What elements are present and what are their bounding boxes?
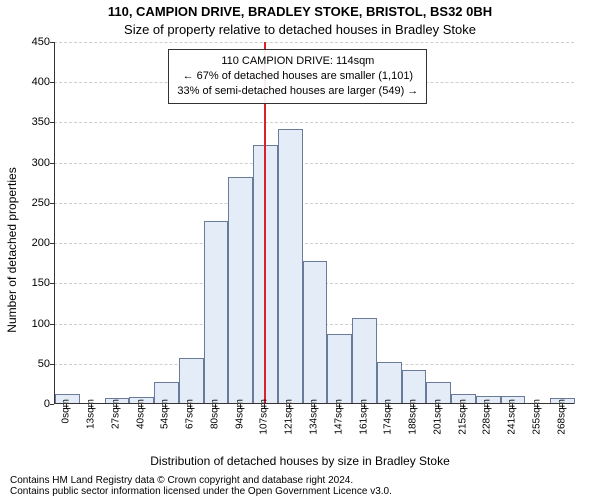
plot-area: 110 CAMPION DRIVE: 114sqm ← 67% of detac…	[54, 42, 574, 404]
chart-subtitle: Size of property relative to detached ho…	[0, 22, 600, 37]
x-tick: 201sqm	[432, 399, 443, 435]
x-tick: 174sqm	[383, 399, 394, 435]
y-tick: 300	[20, 157, 50, 169]
y-tick: 100	[20, 318, 50, 330]
x-tick: 147sqm	[333, 399, 344, 435]
y-tick: 450	[20, 36, 50, 48]
x-tick: 241sqm	[507, 399, 518, 435]
x-tick: 161sqm	[358, 399, 369, 435]
x-tick: 188sqm	[408, 399, 419, 435]
copyright-line2: Contains public sector information licen…	[10, 486, 392, 497]
y-tick: 50	[20, 358, 50, 370]
x-tick: 215sqm	[457, 399, 468, 435]
x-axis-label: Distribution of detached houses by size …	[0, 454, 600, 468]
y-tick: 250	[20, 197, 50, 209]
y-tick: 200	[20, 237, 50, 249]
x-tick: 121sqm	[284, 399, 295, 435]
plot-border	[54, 42, 574, 404]
copyright: Contains HM Land Registry data © Crown c…	[10, 475, 392, 497]
x-tick: 268sqm	[556, 399, 567, 435]
y-axis-label: Number of detached properties	[5, 167, 19, 332]
y-tick: 0	[20, 398, 50, 410]
copyright-line1: Contains HM Land Registry data © Crown c…	[10, 475, 392, 486]
chart-title: 110, CAMPION DRIVE, BRADLEY STOKE, BRIST…	[0, 4, 600, 19]
x-tick: 107sqm	[259, 399, 270, 435]
y-tick: 150	[20, 277, 50, 289]
x-tick: 134sqm	[309, 399, 320, 435]
x-tick: 228sqm	[482, 399, 493, 435]
y-tick: 350	[20, 116, 50, 128]
x-tick: 255sqm	[531, 399, 542, 435]
y-tick: 400	[20, 76, 50, 88]
